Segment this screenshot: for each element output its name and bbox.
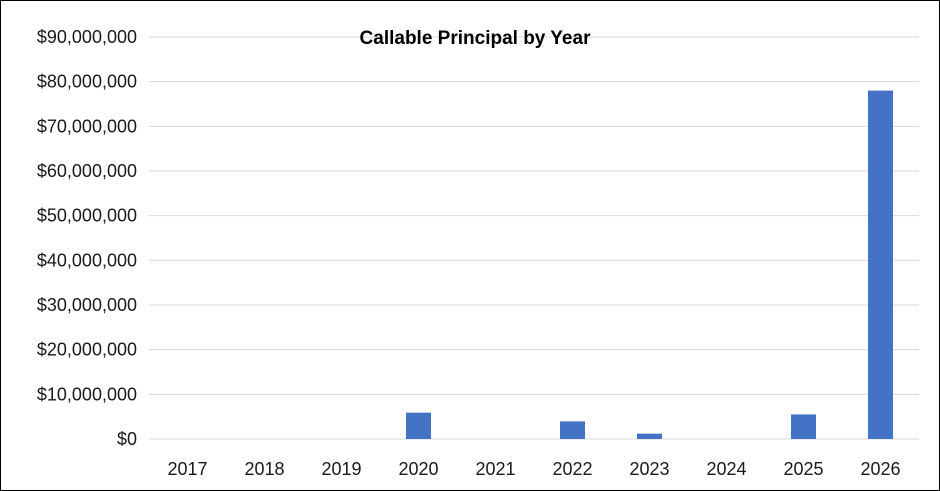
x-tick-label: 2018: [244, 459, 284, 479]
y-tick-label: $10,000,000: [37, 384, 137, 404]
bar-2025: [791, 414, 816, 439]
y-tick-label: $80,000,000: [37, 72, 137, 92]
y-tick-label: $40,000,000: [37, 250, 137, 270]
bars: [406, 90, 893, 439]
y-tick-label: $20,000,000: [37, 340, 137, 360]
bar-2026: [868, 90, 893, 439]
x-tick-label: 2020: [398, 459, 438, 479]
gridlines: [149, 36, 919, 440]
x-tick-label: 2023: [629, 459, 669, 479]
y-tick-label: $60,000,000: [37, 161, 137, 181]
y-tick-label: $90,000,000: [37, 27, 137, 47]
x-tick-label: 2019: [321, 459, 361, 479]
x-tick-label: 2024: [706, 459, 746, 479]
x-tick-label: 2021: [475, 459, 515, 479]
x-tick-label: 2026: [860, 459, 900, 479]
bar-2020: [406, 412, 431, 439]
x-tick-label: 2017: [167, 459, 207, 479]
y-tick-label: $70,000,000: [37, 116, 137, 136]
bar-2023: [637, 433, 662, 439]
y-axis-tick-labels: $0 $10,000,000 $20,000,000 $30,000,000 $40,0…: [37, 27, 137, 449]
chart-title: Callable Principal by Year: [360, 28, 592, 49]
x-axis-tick-labels: 2017 2018 2019 2020 2021 2022 2023 2024 2025 2026: [167, 459, 900, 479]
x-tick-label: 2025: [783, 459, 823, 479]
y-tick-label: $30,000,000: [37, 295, 137, 315]
bar-2022: [560, 421, 585, 439]
x-tick-label: 2022: [552, 459, 592, 479]
y-tick-label: $50,000,000: [37, 206, 137, 226]
y-tick-label: $0: [117, 429, 137, 449]
